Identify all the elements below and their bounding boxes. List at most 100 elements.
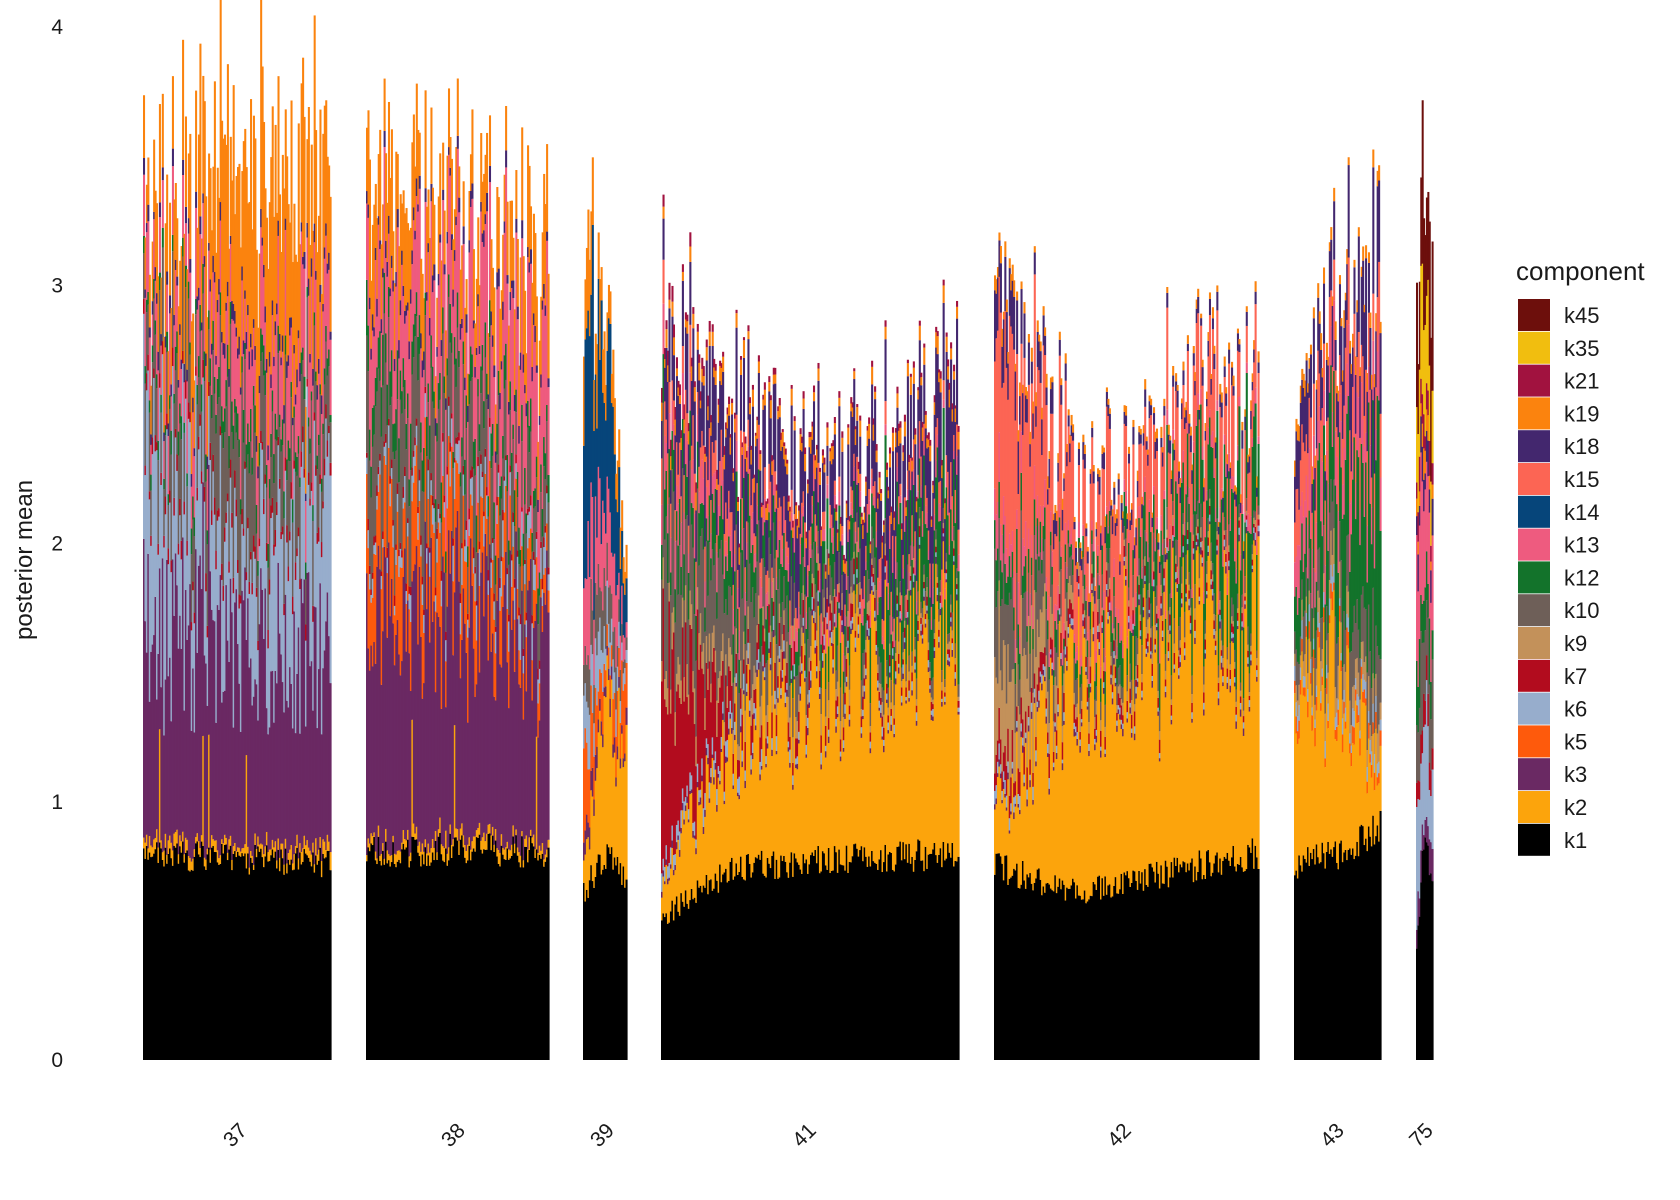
bar-segment-k6 bbox=[326, 456, 329, 593]
bar-segment-k19 bbox=[212, 166, 215, 256]
stacked-bar bbox=[383, 78, 386, 1060]
bar-segment-k7 bbox=[434, 587, 437, 596]
bar-segment-k10 bbox=[480, 393, 483, 455]
bar-segment-k6 bbox=[303, 477, 306, 580]
bar-segment-k13 bbox=[585, 579, 588, 665]
bar-segment-k3 bbox=[519, 687, 522, 856]
bar-segment-k2 bbox=[163, 850, 166, 867]
stacked-bar bbox=[547, 273, 550, 1060]
bar-segment-k18 bbox=[774, 383, 777, 472]
bar-segment-k10 bbox=[329, 422, 332, 463]
bar-segment-k7 bbox=[209, 442, 212, 461]
bar-segment-k7 bbox=[306, 378, 309, 387]
bar-segment-k3 bbox=[535, 603, 538, 737]
bar-segment-k2 bbox=[268, 849, 271, 862]
bar-segment-k18 bbox=[462, 226, 465, 244]
bar-segment-k13 bbox=[212, 272, 215, 321]
bar-segment-k1 bbox=[443, 862, 446, 1060]
bar-segment-k7 bbox=[189, 412, 192, 423]
bar-segment-k18 bbox=[371, 314, 374, 331]
bar-segment-k2 bbox=[524, 838, 527, 847]
bar-segment-k10 bbox=[158, 290, 161, 374]
bar-segment-k1 bbox=[223, 845, 227, 1060]
bar-segment-k19 bbox=[229, 136, 232, 236]
bar-segment-k1 bbox=[373, 836, 376, 1060]
bar-segment-k19 bbox=[315, 130, 318, 271]
bar-segment-k1 bbox=[258, 851, 261, 1060]
bar-segment-k6 bbox=[434, 595, 437, 612]
stacked-bar bbox=[319, 109, 322, 1060]
bar-segment-k1 bbox=[160, 848, 163, 1060]
bar-segment-k13 bbox=[474, 377, 477, 439]
bar-segment-k10 bbox=[409, 470, 412, 587]
bar-segment-k10 bbox=[402, 387, 405, 487]
bar-segment-k2 bbox=[456, 829, 459, 841]
bar-segment-k18 bbox=[163, 432, 166, 442]
stacked-bar bbox=[143, 95, 146, 1060]
bar-segment-k5 bbox=[585, 742, 588, 815]
bar-segment-k6 bbox=[409, 595, 412, 622]
stacked-bar bbox=[426, 206, 429, 1060]
bar-segment-k21 bbox=[838, 391, 841, 398]
bar-segment-k10 bbox=[500, 498, 503, 557]
bar-segment-k2 bbox=[183, 854, 186, 863]
bar-segment-k5 bbox=[593, 756, 596, 800]
bar-segment-k13 bbox=[290, 327, 293, 382]
stacked-bar bbox=[591, 157, 594, 1060]
bar-segment-k10 bbox=[477, 396, 480, 457]
bar-segment-k2 bbox=[409, 852, 412, 862]
bar-segment-k21 bbox=[731, 398, 734, 403]
stacked-bar bbox=[366, 127, 369, 1060]
bar-segment-k12 bbox=[164, 425, 167, 436]
bar-segment-k2 bbox=[386, 850, 389, 864]
bar-segment-k2 bbox=[393, 853, 396, 865]
bar-segment-k2 bbox=[315, 838, 318, 856]
bar-segment-k6 bbox=[518, 615, 521, 651]
bar-segment-k19 bbox=[161, 93, 164, 168]
bar-segment-k2 bbox=[293, 854, 296, 870]
bar-segment-k10 bbox=[171, 251, 174, 348]
bar-segment-k2 bbox=[258, 844, 261, 852]
stacked-bar bbox=[293, 203, 296, 1060]
bar-segment-k18 bbox=[186, 369, 189, 382]
bar-segment-k12 bbox=[192, 496, 195, 520]
bar-segment-k6 bbox=[195, 375, 198, 550]
bar-segment-k18 bbox=[210, 343, 214, 355]
bar-segment-k3 bbox=[161, 558, 164, 853]
bar-segment-k5 bbox=[379, 474, 382, 570]
bar-segment-k19 bbox=[546, 144, 549, 232]
bar-segment-k1 bbox=[456, 840, 459, 1060]
bar-segment-k1 bbox=[241, 853, 244, 1060]
bar-segment-k2 bbox=[462, 835, 465, 848]
bar-segment-k10 bbox=[371, 446, 374, 573]
bar-segment-k6 bbox=[513, 587, 516, 620]
bar-segment-k2 bbox=[176, 829, 179, 844]
bar-segment-k1 bbox=[587, 897, 590, 1060]
bar-segment-k13 bbox=[471, 198, 474, 355]
bar-segment-k5 bbox=[525, 637, 528, 692]
bar-segment-k1 bbox=[491, 835, 494, 1060]
stacked-bar bbox=[245, 167, 248, 1060]
bar-segment-k7 bbox=[431, 495, 434, 506]
bar-segment-k3 bbox=[164, 679, 167, 834]
bar-segment-k10 bbox=[367, 371, 370, 519]
bar-segment-k10 bbox=[423, 491, 426, 610]
bar-segment-k2 bbox=[436, 852, 439, 860]
stacked-bar bbox=[254, 138, 257, 1060]
bar-segment-k10 bbox=[496, 454, 499, 497]
bar-segment-k10 bbox=[452, 468, 455, 539]
bar-segment-k1 bbox=[488, 833, 492, 1060]
bar-segment-k13 bbox=[404, 323, 407, 380]
bar-segment-k13 bbox=[402, 296, 405, 359]
bar-segment-k6 bbox=[277, 445, 280, 563]
bar-segment-k3 bbox=[527, 590, 530, 850]
bar-segment-k3 bbox=[309, 666, 312, 851]
bar-segment-k10 bbox=[591, 610, 594, 655]
bar-segment-k1 bbox=[487, 833, 490, 1060]
bar-segment-k3 bbox=[248, 667, 251, 868]
bar-segment-k6 bbox=[600, 650, 603, 673]
bar-segment-k2 bbox=[273, 847, 276, 858]
bar-segment-k6 bbox=[431, 505, 434, 525]
bar-segment-k19 bbox=[509, 200, 512, 293]
bar-segment-k3 bbox=[516, 619, 519, 848]
